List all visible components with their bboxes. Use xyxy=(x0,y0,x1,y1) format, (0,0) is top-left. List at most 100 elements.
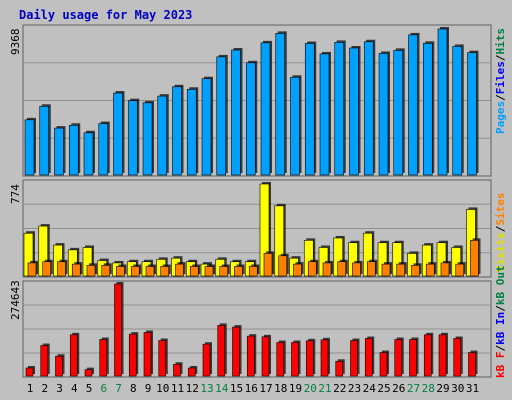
legend-files: Files xyxy=(494,61,507,94)
hits-bar xyxy=(157,95,168,176)
kbytes-bar xyxy=(261,336,270,377)
legend-hits: Hits xyxy=(494,28,507,55)
x-tick-label: 25 xyxy=(377,382,390,395)
x-tick-label: 27 xyxy=(407,382,420,395)
legend-sep: / xyxy=(494,305,507,312)
sites-bar xyxy=(278,255,288,277)
sites-bar xyxy=(130,266,140,277)
x-tick-label: 1 xyxy=(27,382,34,395)
hits-bar xyxy=(363,41,374,176)
sites-bar xyxy=(293,263,302,277)
x-tick-label: 10 xyxy=(156,382,169,395)
sites-bar xyxy=(366,261,376,277)
hits-bar xyxy=(334,42,345,176)
sites-bar xyxy=(42,261,52,277)
hits-bar xyxy=(319,53,330,176)
kbytes-bar xyxy=(25,367,34,377)
hits-bar xyxy=(39,105,50,176)
x-tick-label: 31 xyxy=(466,382,479,395)
kbytes-bar xyxy=(69,334,78,377)
bottom-ymax-label: 274643 xyxy=(9,280,22,320)
kbytes-bar xyxy=(423,334,432,377)
hits-bar xyxy=(378,53,389,176)
hits-bar xyxy=(98,123,109,176)
x-tick-label: 9 xyxy=(145,382,152,395)
legend-sites: Sites xyxy=(494,193,507,226)
hits-bar xyxy=(127,100,138,176)
sites-bar xyxy=(86,265,96,277)
x-tick-label: 18 xyxy=(274,382,287,395)
sites-bar xyxy=(307,261,317,277)
sites-bar xyxy=(145,266,155,277)
legend-kbout: kB Out xyxy=(494,265,507,305)
x-tick-label: 20 xyxy=(304,382,317,395)
kbytes-bar xyxy=(276,342,285,377)
kbytes-bar xyxy=(114,283,122,377)
sites-bar xyxy=(337,261,347,277)
sites-bar xyxy=(160,266,170,277)
kbytes-bar xyxy=(40,345,49,377)
hits-bar xyxy=(24,119,35,176)
sites-bar xyxy=(411,265,420,277)
legend-kbin: kB In xyxy=(494,312,507,345)
bottom-legend: kB F/kB In/kB Out xyxy=(494,265,507,378)
kbytes-bar xyxy=(128,333,137,377)
sites-bar xyxy=(322,262,332,277)
legend-kbf: kB F xyxy=(494,352,507,379)
hits-bar xyxy=(201,78,212,176)
sites-bar xyxy=(71,263,81,277)
sites-bar xyxy=(352,262,361,277)
mid-ymax-label: 774 xyxy=(9,184,22,204)
x-tick-label: 8 xyxy=(130,382,137,395)
x-tick-label: 22 xyxy=(333,382,346,395)
legend-sep: / xyxy=(494,94,507,101)
sites-bar xyxy=(175,263,184,277)
hits-bar xyxy=(172,86,182,176)
kbytes-bar xyxy=(335,360,344,377)
kbytes-bar xyxy=(173,363,181,377)
sites-bar xyxy=(381,263,391,277)
hits-bar xyxy=(113,92,123,176)
kbytes-bar xyxy=(55,355,63,377)
kbytes-bar xyxy=(468,352,476,377)
sites-bar xyxy=(234,266,243,277)
chart-title: Daily usage for May 2023 xyxy=(19,8,192,22)
kbytes-bar xyxy=(187,367,196,377)
sites-bar xyxy=(27,262,37,277)
sites-bar xyxy=(204,266,214,277)
top-legend: Pages/Files/Hits xyxy=(494,28,507,134)
mid-bars xyxy=(23,182,481,277)
x-axis-labels: 1 2 3 4 5 6 7 8 9 10 11 12 13 14 15 16 17 18 19 20 21 22 23 24 2… xyxy=(27,382,479,395)
top-bars xyxy=(24,27,479,176)
x-tick-label: 23 xyxy=(348,382,361,395)
sites-bar xyxy=(425,263,435,277)
sites-bar xyxy=(57,261,66,277)
kbytes-bar xyxy=(320,339,329,377)
sites-bar xyxy=(440,262,450,277)
kbytes-bar xyxy=(409,339,417,377)
x-tick-label: 29 xyxy=(436,382,449,395)
kbytes-bar xyxy=(202,343,211,377)
bottom-bars xyxy=(25,282,478,377)
kbytes-bar xyxy=(143,332,152,377)
kbytes-bar xyxy=(84,369,93,377)
kbytes-bar xyxy=(246,335,255,377)
sites-bar xyxy=(470,240,479,277)
x-tick-label: 6 xyxy=(100,382,107,395)
kbytes-bar xyxy=(305,340,314,377)
sites-bar xyxy=(189,266,199,277)
hits-bar xyxy=(83,132,94,176)
kbytes-bar xyxy=(364,338,373,377)
hits-bar xyxy=(452,46,463,176)
x-tick-label: 12 xyxy=(186,382,199,395)
hits-bar xyxy=(290,76,300,176)
hits-bar xyxy=(393,50,404,176)
mid-legend: Visits/Sites xyxy=(494,193,507,273)
x-tick-label: 15 xyxy=(230,382,243,395)
hits-bar xyxy=(408,34,418,176)
hits-bar xyxy=(437,28,448,176)
x-tick-label: 17 xyxy=(259,382,272,395)
x-tick-label: 11 xyxy=(171,382,184,395)
hits-bar xyxy=(231,49,241,176)
